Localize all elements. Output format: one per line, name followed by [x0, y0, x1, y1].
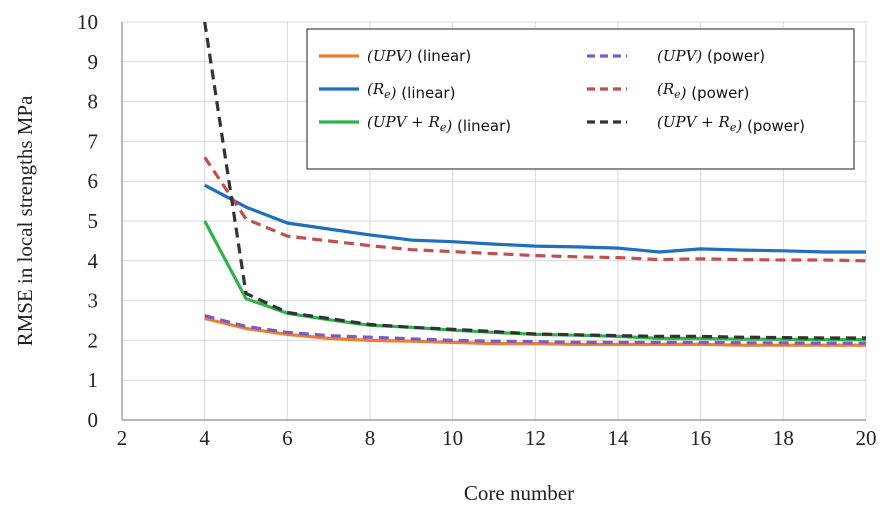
x-tick-label: 4 — [199, 426, 210, 450]
series-lines — [203, 21, 867, 347]
series-line-4 — [203, 156, 867, 263]
legend: (UPV) (linear) (Re) (linear) (UPV + Re) (l… — [306, 28, 855, 170]
y-tick-labels: 0 1 2 3 4 5 6 7 8 9 10 — [77, 10, 99, 432]
series-line-1 — [203, 183, 866, 254]
series-line-3 — [204, 314, 866, 345]
y-tick-label: 0 — [88, 408, 99, 432]
y-tick-label: 5 — [88, 209, 99, 233]
legend-box — [306, 28, 855, 170]
y-tick-label: 8 — [88, 90, 99, 114]
y-tick-label: 7 — [88, 129, 99, 153]
series-line-0 — [204, 316, 866, 347]
axes — [121, 22, 866, 421]
x-tick-label: 20 — [856, 426, 877, 450]
x-tick-label: 2 — [117, 426, 128, 450]
y-tick-label: 6 — [88, 169, 99, 193]
x-axis-title: Core number — [464, 481, 574, 505]
x-tick-label: 18 — [773, 426, 794, 450]
x-tick-labels: 2 4 6 8 10 12 14 16 18 20 — [117, 426, 877, 450]
legend-label-3: (UPV) (power) — [657, 47, 765, 65]
y-tick-label: 1 — [88, 368, 99, 392]
x-tick-label: 16 — [690, 426, 711, 450]
series-line-5 — [203, 21, 866, 340]
y-tick-label: 3 — [88, 289, 99, 313]
y-axis-title: RMSE in local strengths MPa — [13, 95, 37, 347]
x-tick-label: 14 — [608, 426, 630, 450]
x-tick-label: 8 — [365, 426, 376, 450]
legend-label-4: (Re) (power) — [657, 80, 749, 102]
y-tick-label: 10 — [77, 10, 98, 34]
y-tick-label: 2 — [88, 328, 99, 352]
x-tick-label: 10 — [442, 426, 463, 450]
legend-label-2: (UPV + Re) (linear) — [367, 113, 511, 135]
y-tick-label: 9 — [88, 50, 99, 74]
legend-label-0: (UPV) (linear) — [367, 47, 471, 65]
x-tick-label: 6 — [282, 426, 293, 450]
legend-label-5: (UPV + Re) (power) — [657, 113, 805, 135]
legend-label-1: (Re) (linear) — [367, 80, 455, 102]
y-tick-label: 4 — [88, 249, 99, 273]
x-tick-label: 12 — [525, 426, 546, 450]
